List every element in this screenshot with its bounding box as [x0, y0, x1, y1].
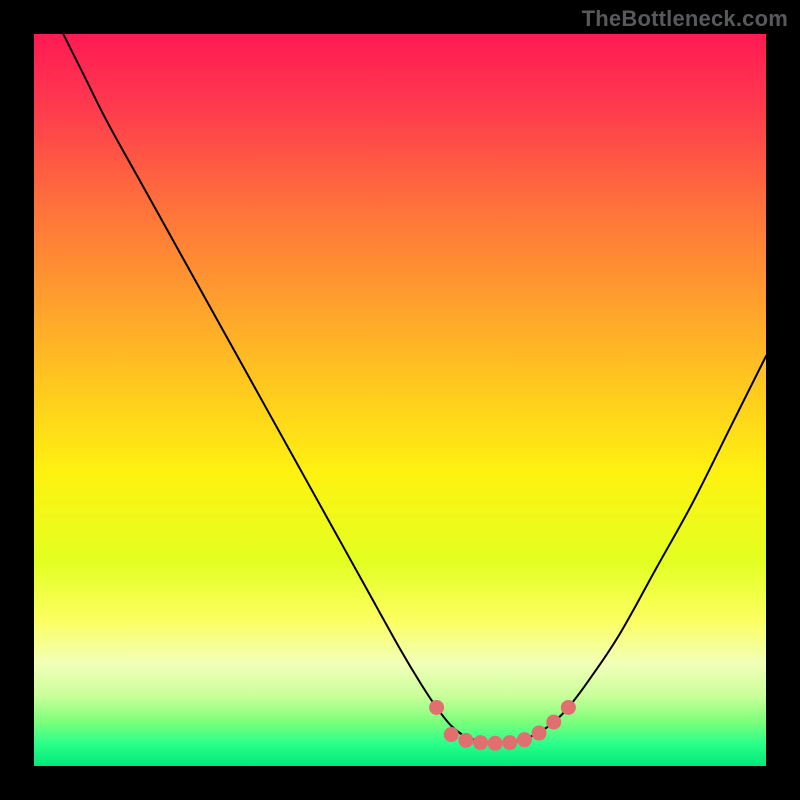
- watermark-text: TheBottleneck.com: [582, 6, 788, 32]
- curve-marker: [488, 736, 503, 751]
- plot-background: [34, 34, 766, 766]
- curve-marker: [458, 733, 473, 748]
- bottleneck-curve-chart: [0, 0, 800, 800]
- curve-marker: [561, 700, 576, 715]
- curve-marker: [429, 700, 444, 715]
- chart-container: TheBottleneck.com: [0, 0, 800, 800]
- curve-marker: [546, 715, 561, 730]
- curve-marker: [444, 727, 459, 742]
- curve-marker: [517, 732, 532, 747]
- curve-marker: [532, 726, 547, 741]
- curve-marker: [473, 735, 488, 750]
- curve-marker: [502, 735, 517, 750]
